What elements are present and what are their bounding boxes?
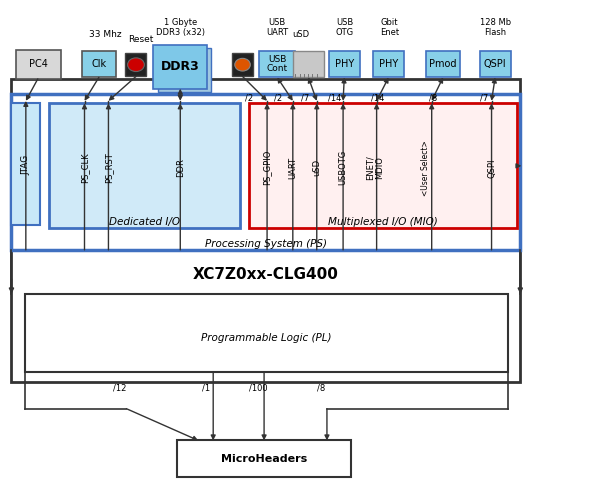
Text: <User Select>: <User Select> <box>421 140 430 196</box>
Text: /12: /12 <box>113 383 126 392</box>
Text: /8: /8 <box>429 94 437 103</box>
Circle shape <box>128 58 145 72</box>
Text: PS_RST: PS_RST <box>104 152 113 183</box>
Text: QSPI: QSPI <box>484 59 506 69</box>
Text: QSPI: QSPI <box>487 158 496 177</box>
Text: PHY: PHY <box>379 59 398 69</box>
Bar <box>177 441 351 477</box>
Bar <box>25 294 508 372</box>
Text: Programmable Logic (PL): Programmable Logic (PL) <box>200 333 331 343</box>
Text: 33 Mhz: 33 Mhz <box>89 30 122 39</box>
Bar <box>249 103 517 228</box>
Text: /7: /7 <box>301 94 309 103</box>
Text: DDR: DDR <box>176 158 185 177</box>
Text: Multiplexed I/O (MIO): Multiplexed I/O (MIO) <box>328 217 437 226</box>
Bar <box>125 53 146 76</box>
Text: USBOTG: USBOTG <box>338 150 347 185</box>
Bar <box>82 50 116 77</box>
Text: USB
OTG: USB OTG <box>336 18 354 37</box>
Bar <box>49 103 240 228</box>
Text: PS_GPIO: PS_GPIO <box>263 150 272 186</box>
Text: XC7Z0xx-CLG400: XC7Z0xx-CLG400 <box>193 267 339 282</box>
Text: PHY: PHY <box>335 59 354 69</box>
Bar <box>154 45 207 89</box>
Bar <box>293 50 324 77</box>
Text: /100: /100 <box>249 383 268 392</box>
Text: Pmod: Pmod <box>430 59 457 69</box>
Bar <box>232 53 253 76</box>
Text: /2: /2 <box>245 94 253 103</box>
Bar <box>259 50 295 77</box>
Text: Dedicated I/O: Dedicated I/O <box>109 217 180 226</box>
Text: JTAG: JTAG <box>22 154 31 174</box>
Bar <box>11 79 520 382</box>
Bar <box>479 50 511 77</box>
Bar <box>16 49 61 79</box>
Text: /14: /14 <box>371 94 385 103</box>
Text: /1: /1 <box>202 383 210 392</box>
Text: ENET/
MDIO: ENET/ MDIO <box>366 155 384 180</box>
Bar <box>373 50 404 77</box>
Bar <box>11 94 520 250</box>
Text: DDR3: DDR3 <box>161 60 200 73</box>
Bar <box>329 50 360 77</box>
Circle shape <box>235 58 250 71</box>
Text: Gbit
Enet: Gbit Enet <box>380 18 399 37</box>
Text: /8: /8 <box>317 383 325 392</box>
Text: 128 Mb
Flash: 128 Mb Flash <box>479 18 511 37</box>
Text: MicroHeaders: MicroHeaders <box>221 454 307 464</box>
Text: Clk: Clk <box>91 59 106 69</box>
Text: 1 Gbyte
DDR3 (x32): 1 Gbyte DDR3 (x32) <box>156 18 205 37</box>
Text: /7: /7 <box>480 94 488 103</box>
Text: USB
Cont: USB Cont <box>266 54 288 74</box>
Text: USB
UART: USB UART <box>266 18 289 37</box>
Text: uSD: uSD <box>312 159 321 176</box>
Text: Processing System (PS): Processing System (PS) <box>205 239 327 248</box>
Text: /2: /2 <box>274 94 282 103</box>
Text: PS_CLK: PS_CLK <box>80 152 89 183</box>
Text: PC4: PC4 <box>29 59 47 69</box>
Bar <box>11 103 40 225</box>
Bar <box>158 48 211 92</box>
Text: UART: UART <box>289 157 298 179</box>
Text: uSD: uSD <box>293 30 310 39</box>
Bar <box>426 50 460 77</box>
Text: /14: /14 <box>328 94 341 103</box>
Text: Reset: Reset <box>128 35 154 44</box>
